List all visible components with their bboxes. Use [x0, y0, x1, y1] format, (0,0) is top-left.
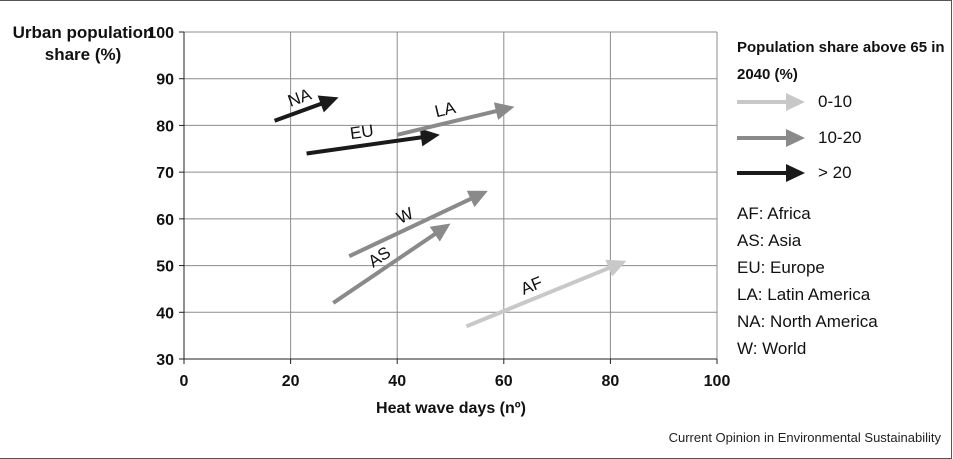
y-tick-label: 60 — [156, 212, 174, 229]
arrow-eu-shaft — [306, 135, 424, 156]
region-key-item: AF: Africa — [737, 204, 811, 223]
y-tick-label: 30 — [156, 352, 174, 369]
region-key-item: NA: North America — [737, 312, 878, 331]
legend-title: Population share above 65 in 2040 (%) — [737, 39, 945, 83]
region-key-item: W: World — [737, 339, 807, 358]
x-tick-label: 100 — [704, 373, 731, 390]
x-tick-label: 20 — [282, 373, 300, 390]
arrow-la-shaft — [396, 108, 499, 137]
legend-label-10-20: 10-20 — [818, 128, 862, 147]
y-tick-label: 40 — [156, 305, 174, 322]
arrow-na-head — [317, 95, 339, 113]
legend-label-over-20: > 20 — [818, 163, 852, 182]
arrow-label-w: W — [394, 204, 417, 228]
y-tick-label: 70 — [156, 165, 174, 182]
arrow-na-shaft — [273, 101, 324, 123]
arrow-la-head — [493, 102, 515, 120]
y-tick-label: 50 — [156, 259, 174, 276]
x-tick-label: 0 — [180, 373, 189, 390]
source-credit: Current Opinion in Environmental Sustain… — [668, 430, 941, 445]
legend-swatch-2-head — [786, 164, 805, 182]
x-tick-label: 60 — [495, 373, 513, 390]
y-axis-label: Urban population share (%) — [12, 23, 154, 64]
arrow-eu-head — [419, 128, 440, 147]
legend-label-0-10: 0-10 — [818, 92, 853, 111]
arrow-w-head — [466, 190, 488, 208]
arrow-as-shaft — [332, 231, 438, 305]
x-tick-label: 80 — [602, 373, 620, 390]
x-axis-label: Heat wave days (nº) — [376, 400, 526, 417]
arrow-label-eu: EU — [349, 121, 375, 143]
arrow-as-head — [429, 223, 451, 242]
y-tick-label: 90 — [156, 72, 174, 89]
arrow-af-head — [605, 259, 627, 277]
region-key: AF: Africa AS: Asia EU: Europe LA: Latin… — [737, 200, 878, 362]
arrow-label-la: LA — [433, 98, 458, 121]
region-key-item: EU: Europe — [737, 258, 825, 277]
y-tick-label: 100 — [147, 25, 174, 42]
x-tick-label: 40 — [388, 373, 406, 390]
region-key-item: LA: Latin America — [737, 285, 871, 304]
legend-swatch-1-head — [786, 129, 805, 147]
arrow-af-shaft — [465, 265, 612, 329]
region-key-item: AS: Asia — [737, 231, 802, 250]
y-tick-label: 80 — [156, 118, 174, 135]
legend-swatch-0-head — [786, 93, 805, 111]
arrow-w-shaft — [348, 196, 474, 259]
